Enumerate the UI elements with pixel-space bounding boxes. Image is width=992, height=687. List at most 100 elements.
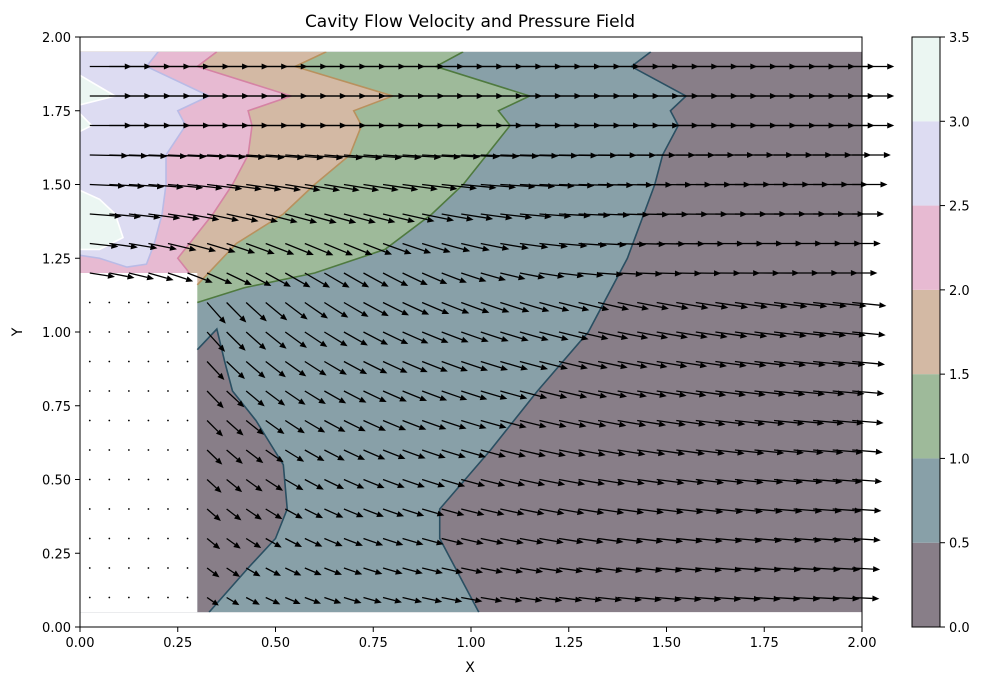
quiver-arrow [108, 508, 110, 510]
quiver-arrow [89, 538, 91, 540]
x-tick-label: 1.25 [554, 636, 583, 651]
quiver-arrow-head [881, 182, 888, 188]
cavity-obstacle [80, 273, 197, 612]
quiver-arrow [167, 420, 169, 422]
quiver-arrow-dot [108, 538, 110, 540]
quiver-arrow-dot [128, 508, 130, 510]
quiver-arrow [108, 390, 110, 392]
colorbar-tick-label: 2.5 [949, 200, 970, 215]
colorbar-tick-label: 1.0 [949, 452, 970, 467]
quiver-arrow [89, 420, 91, 422]
quiver-arrow [167, 361, 169, 363]
quiver-arrow-head [876, 419, 883, 425]
quiver-arrow-dot [108, 361, 110, 363]
quiver-arrow [128, 361, 130, 363]
quiver-arrow-dot [187, 597, 189, 599]
y-axis-label: Y [10, 327, 26, 337]
quiver-arrow-dot [128, 538, 130, 540]
quiver-arrow-dot [128, 449, 130, 451]
quiver-arrow [89, 597, 91, 599]
quiver-arrow-dot [148, 361, 150, 363]
quiver-arrow-head [875, 478, 882, 484]
y-tick-label: 0.75 [42, 400, 71, 415]
y-tick-label: 1.50 [42, 179, 71, 194]
quiver-arrow-dot [128, 567, 130, 569]
quiver-arrow-dot [187, 508, 189, 510]
quiver-arrow-dot [187, 479, 189, 481]
quiver-arrow-dot [108, 597, 110, 599]
quiver-arrow-dot [148, 302, 150, 304]
quiver-arrow-head [870, 270, 877, 276]
x-tick-label: 2.00 [848, 636, 877, 651]
quiver-arrow-dot [148, 508, 150, 510]
quiver-arrow [148, 538, 150, 540]
quiver-arrow-dot [128, 420, 130, 422]
quiver-arrow-head [872, 595, 879, 601]
quiver-arrow-dot [89, 420, 91, 422]
y-tick-label: 0.00 [42, 621, 71, 636]
quiver-arrow [187, 390, 189, 392]
quiver-arrow [108, 538, 110, 540]
x-tick-label: 1.00 [457, 636, 486, 651]
x-axis-label: X [465, 660, 475, 676]
quiver-arrow-shaft [637, 273, 655, 274]
colorbar-tick-label: 3.5 [949, 31, 970, 46]
quiver-arrow [89, 479, 91, 481]
quiver-arrow [187, 567, 189, 569]
quiver-arrow [187, 449, 189, 451]
quiver-arrow-dot [167, 597, 169, 599]
colorbar-band [912, 206, 940, 290]
colorbar-band [912, 121, 940, 205]
quiver-arrow-dot [167, 567, 169, 569]
colorbar-band [912, 37, 940, 121]
quiver-arrow [167, 390, 169, 392]
quiver-arrow [128, 390, 130, 392]
quiver-arrow-dot [167, 331, 169, 333]
quiver-arrow-head [877, 211, 884, 217]
plot-area [0, 52, 894, 613]
quiver-arrow [128, 597, 130, 599]
quiver-arrow [89, 449, 91, 451]
quiver-arrow-dot [108, 420, 110, 422]
x-tick-label: 1.50 [652, 636, 681, 651]
quiver-arrow-dot [89, 567, 91, 569]
quiver-arrow-dot [108, 449, 110, 451]
quiver-arrow [108, 479, 110, 481]
quiver-arrow-dot [128, 479, 130, 481]
quiver-arrow-dot [148, 479, 150, 481]
quiver-arrow-dot [108, 390, 110, 392]
quiver-arrow-dot [167, 449, 169, 451]
quiver-arrow [128, 538, 130, 540]
quiver-arrow [89, 361, 91, 363]
quiver-arrow-dot [89, 508, 91, 510]
quiver-arrow-head [878, 332, 885, 338]
quiver-arrow-dot [128, 361, 130, 363]
x-tick-label: 0.00 [66, 636, 95, 651]
quiver-arrow-dot [148, 567, 150, 569]
quiver-arrow [187, 420, 189, 422]
quiver-arrow [167, 449, 169, 451]
quiver-arrow-head [877, 390, 884, 396]
quiver-arrow-dot [108, 567, 110, 569]
quiver-arrow [89, 302, 91, 304]
quiver-arrow [128, 479, 130, 481]
quiver-arrow [187, 479, 189, 481]
colorbar-tick-label: 0.0 [949, 621, 970, 636]
quiver-arrow-head [887, 123, 894, 129]
quiver-arrow-dot [108, 302, 110, 304]
colorbar-band [912, 374, 940, 458]
quiver-arrow-dot [128, 390, 130, 392]
quiver-arrow [108, 449, 110, 451]
quiver-arrow [89, 508, 91, 510]
quiver-arrow-dot [187, 420, 189, 422]
quiver-arrow-dot [148, 331, 150, 333]
quiver-arrow-dot [167, 420, 169, 422]
quiver-arrow [89, 567, 91, 569]
quiver-arrow [167, 538, 169, 540]
quiver-arrow-head [876, 449, 883, 455]
y-tick-label: 1.25 [42, 252, 71, 267]
quiver-arrow [148, 479, 150, 481]
quiver-arrow-head [884, 152, 891, 158]
